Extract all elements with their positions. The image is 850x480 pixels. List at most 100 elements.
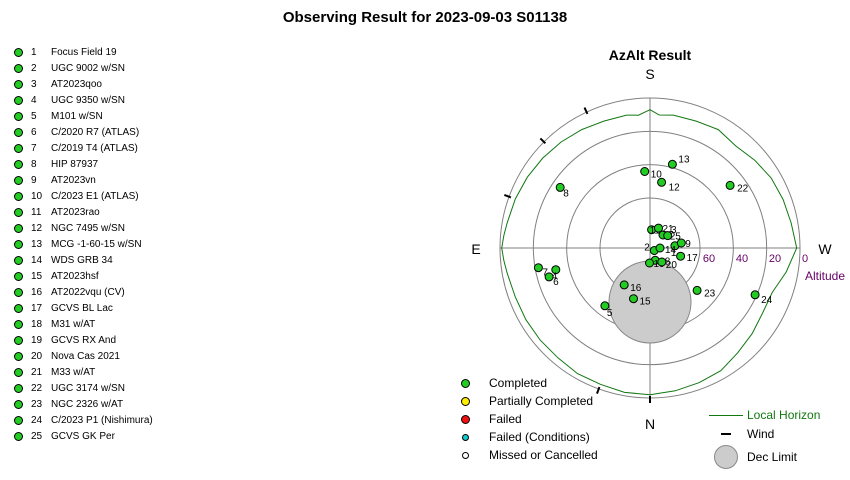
page-title: Observing Result for 2023-09-03 S01138 — [282, 9, 568, 26]
target-point: 12 — [657, 177, 681, 193]
wind-tick — [596, 386, 601, 394]
target-number: 2 — [31, 62, 37, 74]
target-name: NGC 7495 w/SN — [51, 222, 125, 234]
legend-failed-conditions: Failed (Conditions) — [458, 428, 598, 446]
target-number: 7 — [31, 142, 37, 154]
completed-dot-icon — [14, 95, 23, 105]
point-label: 12 — [669, 182, 681, 193]
completed-dot-icon — [14, 271, 23, 281]
target-point: 9 — [676, 238, 691, 250]
point-label: 9 — [685, 239, 691, 250]
target-number: 21 — [31, 366, 43, 378]
list-item: 14 WDS GRB 34 — [14, 252, 153, 268]
target-name: WDS GRB 34 — [51, 254, 113, 266]
completed-marker — [657, 177, 667, 187]
completed-marker — [654, 223, 663, 233]
target-name: GCVS GK Per — [51, 430, 115, 442]
target-point: 20 — [657, 257, 678, 271]
legend-failed: Failed — [458, 410, 598, 428]
altitude-tick-40: 40 — [736, 253, 748, 265]
compass-west: W — [818, 241, 832, 257]
point-label: 20 — [666, 260, 678, 271]
completed-dot-icon — [14, 431, 23, 441]
target-name: UGC 3174 w/SN — [51, 382, 125, 394]
legend-completed: Completed — [458, 374, 598, 392]
compass-east: E — [471, 241, 480, 257]
completed-dot-icon — [14, 207, 23, 217]
completed-marker — [619, 280, 629, 290]
target-point: 25 — [663, 231, 681, 243]
legend-wind: Wind — [705, 424, 820, 444]
completed-dot-icon — [14, 351, 23, 361]
wind-tick — [583, 107, 589, 115]
completed-marker — [544, 272, 554, 282]
target-name: Nova Cas 2021 — [51, 350, 120, 362]
completed-marker — [655, 243, 665, 253]
point-label: 22 — [737, 183, 749, 194]
local-horizon-line — [501, 109, 798, 396]
target-name: M33 w/AT — [51, 366, 96, 378]
failed-dot-icon — [461, 414, 470, 424]
target-points: 1234567891011121314151617181920212223242… — [533, 154, 773, 319]
target-number: 23 — [31, 398, 43, 410]
target-name: Focus Field 19 — [51, 46, 117, 58]
completed-dot-icon — [14, 287, 23, 297]
point-label: 3 — [671, 225, 677, 236]
completed-dot-icon — [14, 79, 23, 89]
target-point: 24 — [750, 290, 773, 306]
failed-conditions-dot-icon — [462, 433, 469, 441]
status-legend: Completed Partially Completed Failed Fai… — [458, 374, 598, 464]
target-point: 5 — [600, 301, 613, 319]
target-number: 25 — [31, 430, 43, 442]
list-item: 19 GCVS RX And — [14, 332, 153, 348]
point-label: 10 — [651, 170, 663, 181]
target-point: 23 — [692, 285, 716, 299]
wind-tick — [539, 137, 547, 145]
completed-marker — [676, 238, 686, 248]
list-item: 13 MCG -1-60-15 w/SN — [14, 236, 153, 252]
completed-dot-icon — [14, 319, 23, 329]
completed-dot-icon — [14, 223, 23, 233]
wind-tick — [504, 194, 512, 199]
point-label: 24 — [761, 295, 773, 306]
target-name: C/2023 P1 (Nishimura) — [51, 414, 153, 426]
target-name: NGC 2326 w/AT — [51, 398, 124, 410]
completed-dot-icon — [14, 47, 23, 57]
target-number: 16 — [31, 286, 43, 298]
target-point: 22 — [725, 180, 749, 194]
point-label: 2 — [644, 243, 650, 254]
target-number: 11 — [31, 206, 42, 218]
legend-partial: Partially Completed — [458, 392, 598, 410]
target-number: 5 — [31, 110, 37, 122]
legend-local-horizon: Local Horizon — [705, 406, 820, 424]
list-item: 9 AT2023vn — [14, 172, 153, 188]
target-name: AT2023hsf — [51, 270, 99, 282]
legend-dec-limit: Dec Limit — [705, 444, 820, 470]
target-number: 20 — [31, 350, 43, 362]
target-number: 14 — [31, 254, 43, 266]
target-name: C/2020 R7 (ATLAS) — [51, 126, 140, 138]
completed-dot-icon — [14, 191, 23, 201]
target-number: 9 — [31, 174, 37, 186]
completed-marker — [533, 263, 543, 273]
target-point: 13 — [667, 154, 690, 169]
completed-dot-icon — [461, 378, 470, 388]
completed-dot-icon — [14, 415, 23, 425]
target-name: C/2019 T4 (ATLAS) — [51, 142, 138, 154]
target-number: 13 — [31, 238, 43, 250]
target-name: AT2023vn — [51, 174, 96, 186]
point-label: 7 — [542, 268, 548, 279]
completed-marker — [667, 159, 677, 169]
altitude-tick-60: 60 — [703, 253, 715, 265]
list-item: 3 AT2023qoo — [14, 76, 153, 92]
target-number: 19 — [31, 334, 43, 346]
target-name: M101 w/SN — [51, 110, 103, 122]
target-name: GCVS BL Lac — [51, 302, 113, 314]
completed-dot-icon — [14, 303, 23, 313]
compass-south: S — [645, 66, 654, 82]
list-item: 6 C/2020 R7 (ATLAS) — [14, 124, 153, 140]
point-label: 11 — [650, 226, 661, 237]
target-name: HIP 87937 — [51, 158, 99, 170]
completed-marker — [750, 290, 760, 300]
